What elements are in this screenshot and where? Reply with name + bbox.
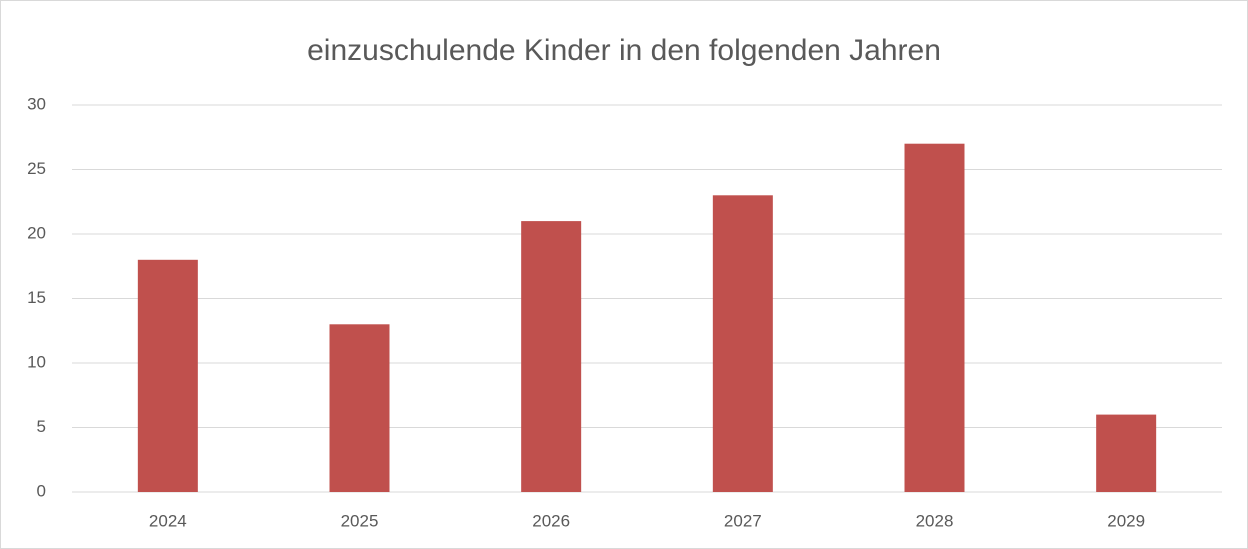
x-tick-label: 2025 xyxy=(341,511,379,530)
x-tick-label: 2026 xyxy=(532,511,570,530)
bar xyxy=(329,324,390,492)
x-tick-label: 2027 xyxy=(724,511,762,530)
y-tick-label: 0 xyxy=(37,481,46,500)
x-tick-label: 2024 xyxy=(149,511,187,530)
bar xyxy=(712,195,773,493)
bar xyxy=(1096,414,1157,492)
y-tick-label: 20 xyxy=(27,223,46,242)
y-tick-label: 10 xyxy=(27,352,46,371)
y-tick-label: 25 xyxy=(27,159,46,178)
bar xyxy=(904,143,965,492)
y-tick-label: 5 xyxy=(37,417,46,436)
x-tick-label: 2029 xyxy=(1107,511,1145,530)
x-tick-label: 2028 xyxy=(916,511,954,530)
y-tick-label: 30 xyxy=(27,94,46,113)
bar xyxy=(521,221,582,492)
bar xyxy=(137,259,198,492)
chart-title: einzuschulende Kinder in den folgenden J… xyxy=(307,34,941,67)
y-tick-label: 15 xyxy=(27,288,46,307)
